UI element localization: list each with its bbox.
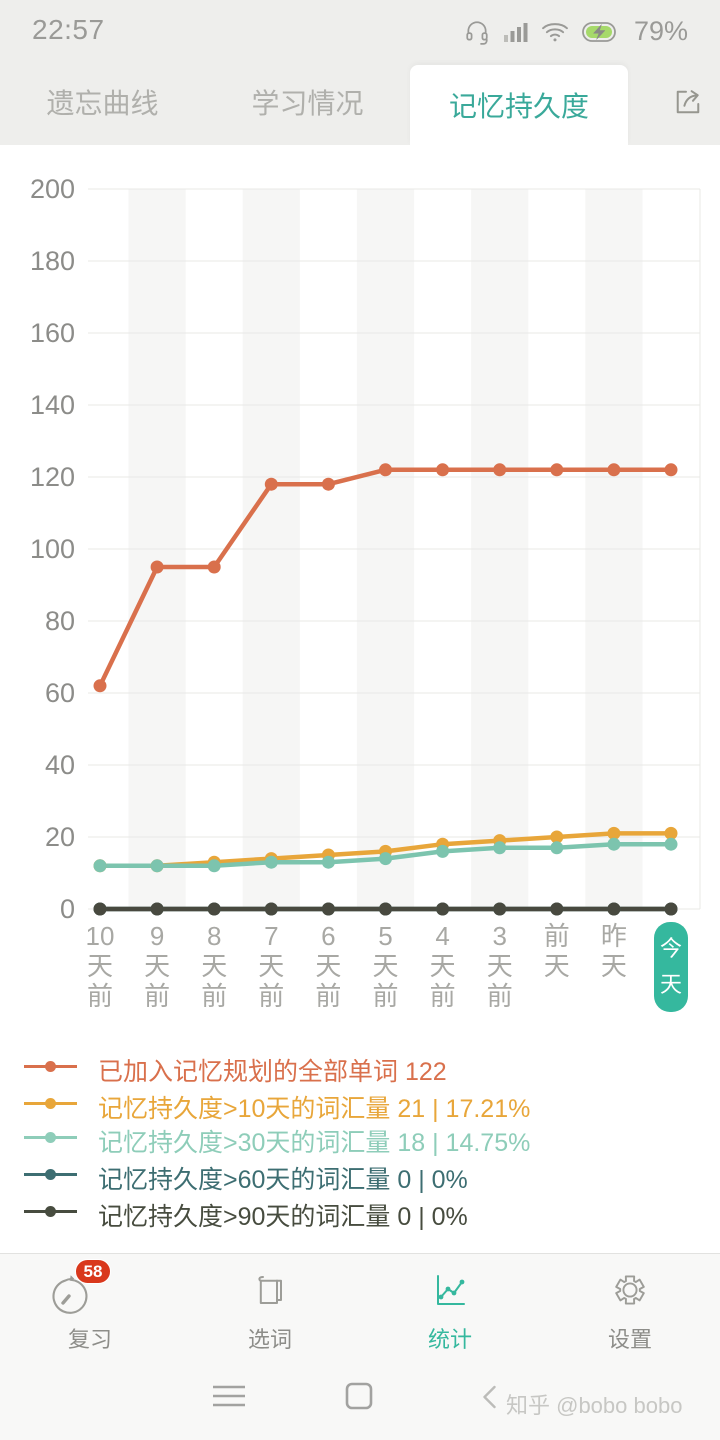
svg-text:天: 天 bbox=[601, 951, 627, 981]
svg-text:昨: 昨 bbox=[601, 921, 627, 951]
svg-text:前: 前 bbox=[544, 921, 570, 951]
svg-text:天: 天 bbox=[544, 951, 570, 981]
svg-text:前: 前 bbox=[315, 981, 341, 1011]
svg-text:天: 天 bbox=[87, 951, 113, 981]
svg-text:40: 40 bbox=[45, 750, 75, 780]
svg-text:8: 8 bbox=[207, 921, 221, 951]
svg-text:60: 60 bbox=[45, 678, 75, 708]
svg-text:前: 前 bbox=[144, 981, 170, 1011]
svg-text:天: 天 bbox=[487, 951, 513, 981]
svg-text:天: 天 bbox=[258, 951, 284, 981]
svg-text:20: 20 bbox=[45, 822, 75, 852]
svg-text:天: 天 bbox=[372, 951, 398, 981]
svg-text:4: 4 bbox=[435, 921, 449, 951]
svg-text:200: 200 bbox=[30, 174, 75, 204]
svg-text:天: 天 bbox=[430, 951, 456, 981]
svg-text:160: 160 bbox=[30, 318, 75, 348]
svg-text:前: 前 bbox=[487, 981, 513, 1011]
svg-text:0: 0 bbox=[60, 894, 75, 924]
svg-text:前: 前 bbox=[201, 981, 227, 1011]
svg-text:前: 前 bbox=[258, 981, 284, 1011]
svg-text:天: 天 bbox=[201, 951, 227, 981]
svg-text:天: 天 bbox=[315, 951, 341, 981]
svg-text:前: 前 bbox=[372, 981, 398, 1011]
svg-text:天: 天 bbox=[144, 951, 170, 981]
svg-text:5: 5 bbox=[378, 921, 392, 951]
svg-text:6: 6 bbox=[321, 921, 335, 951]
svg-text:9: 9 bbox=[150, 921, 164, 951]
svg-text:80: 80 bbox=[45, 606, 75, 636]
svg-text:120: 120 bbox=[30, 462, 75, 492]
svg-text:前: 前 bbox=[430, 981, 456, 1011]
svg-text:180: 180 bbox=[30, 246, 75, 276]
svg-text:10: 10 bbox=[86, 921, 115, 951]
svg-text:100: 100 bbox=[30, 534, 75, 564]
svg-text:前: 前 bbox=[87, 981, 113, 1011]
svg-text:140: 140 bbox=[30, 390, 75, 420]
svg-text:7: 7 bbox=[264, 921, 278, 951]
svg-text:3: 3 bbox=[492, 921, 506, 951]
